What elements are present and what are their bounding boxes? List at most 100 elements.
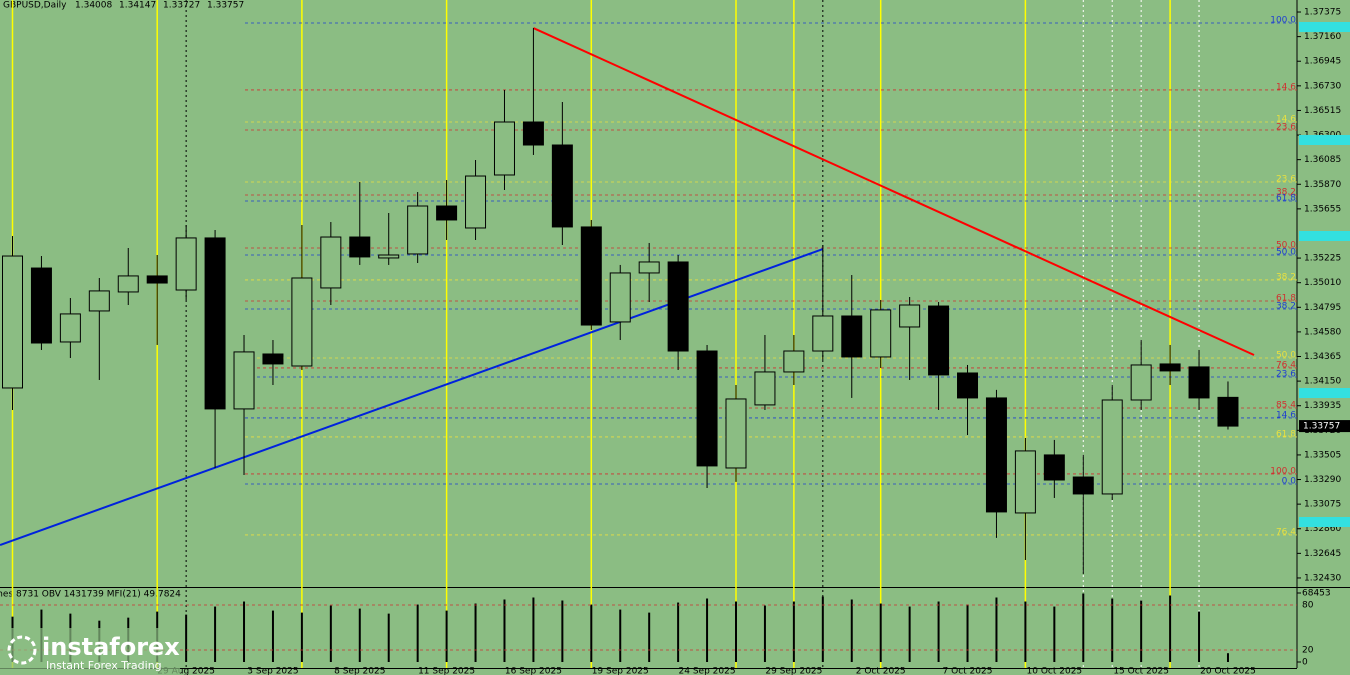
y-tick-label: 1.34795 [1304,303,1341,313]
x-tick-label: 16 Sep 2025 [505,667,562,675]
fib-label: 61.8 [1276,293,1296,303]
y-tick-label: 1.34580 [1304,327,1341,337]
candle-body [262,353,284,365]
chart-title: GBPUSD,Daily [3,1,67,11]
fib-label: 23.6 [1276,369,1296,379]
candle-body [985,397,1007,513]
candle-body [320,236,342,289]
x-tick-label: 29 Aug 2025 [157,667,215,675]
y-tick-label: 1.35010 [1304,278,1341,288]
fib-label: 14.6 [1276,115,1296,125]
candle-body [349,236,371,258]
y-tick-label: 1.36945 [1304,57,1341,67]
current-price-label: 1.33757 [1303,422,1340,432]
price-highlight [1299,388,1350,398]
candle-body [551,144,573,228]
y-tick-label: 1.34365 [1304,352,1341,362]
logo-icon [7,635,37,665]
logo-name: instaforex [42,633,180,661]
candle-body [841,315,863,358]
candle-body [609,272,631,323]
trend-line [533,27,1255,356]
candle-body [59,313,81,343]
candle-body [667,261,689,352]
x-tick-label: 15 Oct 2025 [1113,667,1169,675]
fib-label: 76.4 [1276,360,1296,370]
candle-body [175,237,197,291]
candle-body [1043,454,1065,481]
fib-label: 50.0 [1276,247,1296,257]
y-tick-label: 1.33290 [1304,475,1341,485]
x-tick-label: 11 Sep 2025 [418,667,475,675]
candle-body [493,121,515,176]
fib-label: 14.6 [1276,410,1296,420]
x-tick-label: 19 Sep 2025 [592,667,649,675]
candle-body [580,226,602,326]
y-tick-label: 1.33075 [1304,500,1341,510]
price-highlight [1299,231,1350,241]
candle-body [1130,364,1152,401]
y-tick-label: 1.32860 [1304,524,1341,534]
volume-tick-label: 68453 [1302,589,1331,599]
candle-body [1217,396,1239,427]
fib-label: 23.6 [1276,123,1296,133]
candle-body [725,398,747,469]
x-tick-label: 29 Sep 2025 [765,667,822,675]
candle-body [146,275,168,284]
candle-body [522,121,544,146]
y-tick-label: 1.35225 [1304,254,1341,264]
x-tick-label: 3 Sep 2025 [247,667,298,675]
mfi-tick-label: 0 [1302,658,1308,668]
y-tick-label: 1.37160 [1304,32,1341,42]
y-tick-label: 1.35655 [1304,204,1341,214]
logo-backdrop [0,628,180,675]
y-tick-label: 1.36730 [1304,81,1341,91]
candle-body [1159,363,1181,372]
y-tick-label: 1.36085 [1304,155,1341,165]
candle-body [1188,366,1210,399]
volume-title: Volumes 8731 OBV 1431739 MFI(21) 49.7824 [0,590,181,600]
candle-body [407,205,429,255]
candle-body [928,305,950,376]
fib-label: 76.4 [1276,527,1296,537]
header-value: 1.33757 [207,1,244,11]
candle-body [88,290,110,312]
y-tick-label: 1.32645 [1304,549,1341,559]
price-highlight [1299,22,1350,32]
fib-label: 0.0 [1282,476,1297,486]
candle-body [812,315,834,352]
fib-label: 50.0 [1276,350,1296,360]
candle-body [754,371,776,406]
fib-label: 38.2 [1276,188,1296,198]
candle-body [783,350,805,373]
mfi-tick-label: 20 [1302,646,1314,656]
candle-body [436,205,458,221]
fib-label: 23.6 [1276,174,1296,184]
price-highlight [1299,135,1350,145]
y-tick-label: 1.36515 [1304,106,1341,116]
y-tick-label: 1.33935 [1304,401,1341,411]
candle-body [378,254,400,259]
candle-body [1072,476,1094,495]
candle-body [291,277,313,367]
candle-body [638,261,660,274]
x-tick-label: 24 Sep 2025 [679,667,736,675]
candle-body [2,255,23,389]
x-tick-label: 7 Oct 2025 [943,667,993,675]
x-tick-label: 10 Oct 2025 [1027,667,1083,675]
candle-body [1014,450,1036,514]
fib-label: 38.2 [1276,302,1296,312]
y-tick-label: 1.32430 [1304,573,1341,583]
fib-label: 100.0 [1270,466,1296,476]
x-tick-label: 8 Sep 2025 [334,667,385,675]
fib-label: 14.6 [1276,82,1296,92]
mfi-tick-label: 80 [1302,601,1314,611]
x-tick-label: 20 Oct 2025 [1200,667,1256,675]
fib-label: 50.0 [1276,241,1296,251]
candle-body [870,309,892,358]
y-tick-label: 1.37375 [1304,8,1341,18]
y-tick-label: 1.33505 [1304,450,1341,460]
header-value: 1.33727 [163,1,200,11]
